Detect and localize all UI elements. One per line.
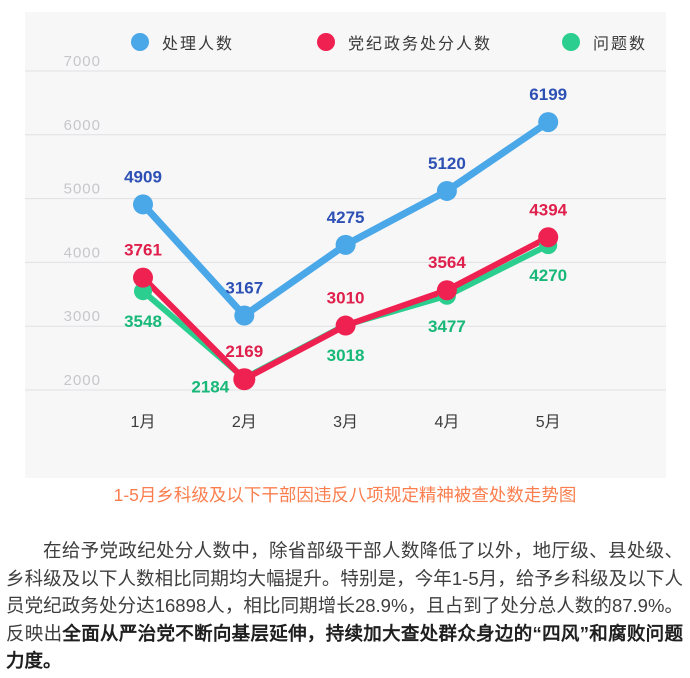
paragraph-bold-text: 全面从严治党不断向基层延伸，持续加大查处群众身边的“四风”和腐败问题力度。 — [6, 622, 683, 672]
y-axis-label: 2000 — [64, 372, 101, 389]
article-paragraph: 在给予党政纪处分人数中，除省部级干部人数降低了以外，地厅级、县处级、乡科级及以下… — [6, 537, 683, 675]
data-label: 3564 — [428, 253, 466, 272]
legend-dot-icon — [562, 33, 580, 51]
x-axis-label: 3月 — [333, 414, 358, 431]
data-label: 4270 — [529, 266, 567, 285]
data-label: 6199 — [529, 85, 567, 104]
data-point — [133, 194, 153, 215]
chart-caption: 1-5月乡科级及以下干部因违反八项规定精神被查处数走势图 — [113, 485, 577, 505]
legend-item: 党纪政务处分人数 — [317, 30, 492, 54]
data-label: 3018 — [327, 346, 365, 365]
data-point — [335, 315, 356, 336]
data-point — [436, 280, 457, 301]
data-label: 3167 — [225, 279, 263, 298]
data-label: 4394 — [529, 200, 567, 219]
y-axis-label: 5000 — [64, 181, 101, 198]
data-point — [436, 180, 457, 201]
x-axis-label: 2月 — [232, 414, 257, 431]
y-axis-label: 7000 — [64, 53, 101, 70]
legend-dot-icon — [131, 33, 149, 51]
data-label: 3761 — [124, 241, 162, 260]
y-axis-label: 3000 — [64, 308, 101, 325]
legend-item: 处理人数 — [131, 30, 234, 54]
chart-canvas: 7000 6000 5000 4000 3000 2000 1月 2月 3月 4月 5月 4909 31… — [25, 53, 666, 431]
trend-chart: 7000 6000 5000 4000 3000 2000 1月 2月 3月 4月 5月 4909 31… — [0, 30, 690, 431]
data-label: 3548 — [124, 312, 162, 331]
legend-item: 问题数 — [562, 30, 647, 54]
data-point — [233, 368, 256, 391]
data-point — [538, 227, 559, 248]
legend-label: 党纪政务处分人数 — [348, 36, 493, 53]
data-label: 4909 — [124, 167, 162, 186]
data-label: 3477 — [428, 317, 466, 336]
x-axis-label: 1月 — [131, 414, 156, 431]
data-point — [134, 282, 152, 301]
x-axis-label: 5月 — [536, 414, 561, 431]
paragraph-regular-text: 在给予党政纪处分人数中，除省部级干部人数降低了以外，地厅级、县处级、乡科级及以下… — [6, 540, 683, 644]
data-point — [335, 234, 356, 255]
data-label: 5120 — [428, 154, 466, 173]
data-point — [133, 267, 153, 288]
legend-dot-icon — [317, 33, 335, 51]
data-label: 4275 — [327, 208, 365, 227]
y-axis-label: 6000 — [64, 117, 101, 134]
legend-label: 处理人数 — [162, 36, 235, 53]
data-label: 2169 — [225, 342, 263, 361]
chart-legend: 处理人数 党纪政务处分人数 问题数 — [0, 30, 690, 53]
data-label: 3010 — [327, 289, 365, 308]
data-point — [234, 305, 255, 326]
y-axis-label: 4000 — [64, 244, 101, 261]
data-label: 2184 — [191, 377, 229, 396]
legend-label: 问题数 — [593, 36, 648, 53]
data-point — [538, 112, 559, 133]
x-axis-label: 4月 — [434, 414, 459, 431]
